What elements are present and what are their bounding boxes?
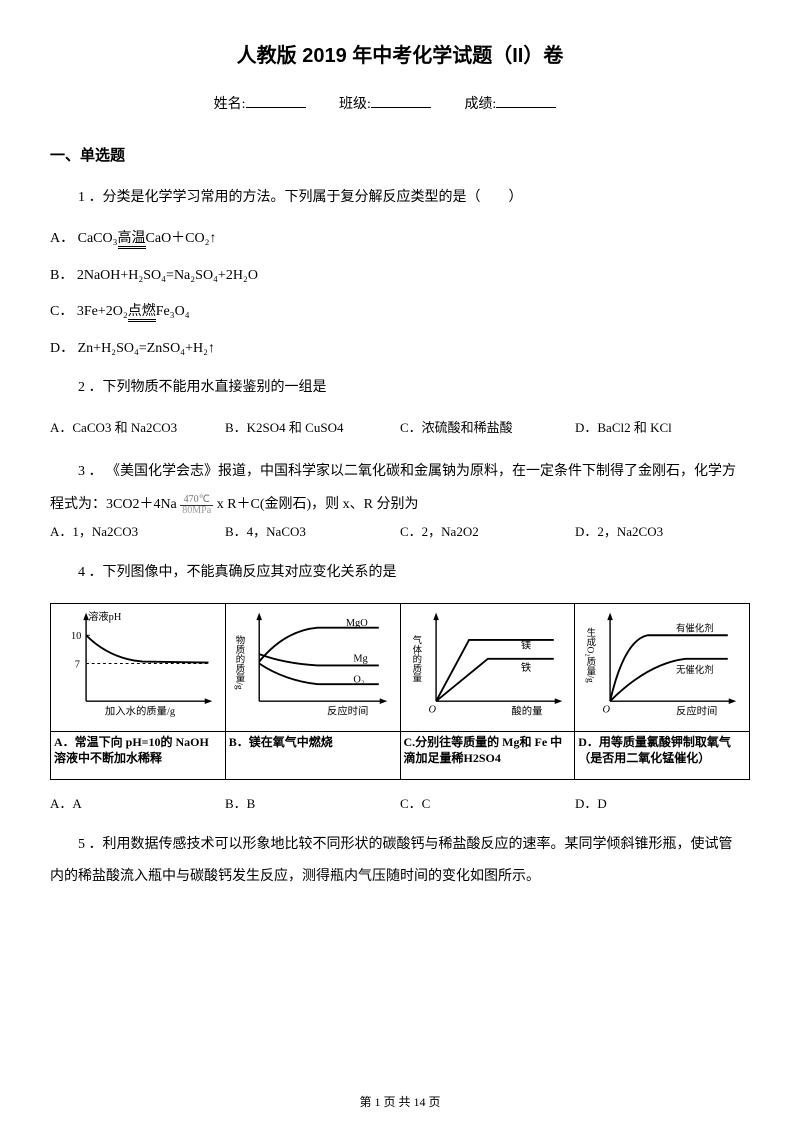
- score-label: 成绩:: [464, 97, 496, 112]
- q1-option-d: D． Zn+H₂SO₄=ZnSO₄+H₂↑: [50, 338, 750, 360]
- svg-text:溶液pH: 溶液pH: [88, 610, 122, 623]
- formula-text: CaO＋CO₂↑: [146, 231, 217, 246]
- formula-text: 2NaOH+H₂SO₄=Na₂SO₄+2H₂O: [77, 268, 258, 283]
- chart-b-caption: B．镁在氧气中燃烧: [225, 732, 400, 780]
- svg-text:7: 7: [75, 659, 80, 670]
- q4-option-c: C．C: [400, 794, 575, 815]
- q2-option-b: B．K2SO4 和 CuSO4: [225, 418, 400, 439]
- option-prefix: A．: [50, 231, 74, 246]
- student-info-line: 姓名: 班级: 成绩:: [50, 94, 750, 116]
- svg-text:物质的质量/g: 物质的质量/g: [233, 634, 245, 689]
- q4-option-d: D．D: [575, 794, 750, 815]
- q4-option-a: A．A: [50, 794, 225, 815]
- q4-option-b: B．B: [225, 794, 400, 815]
- q2-option-c: C．浓硫酸和稀盐酸: [400, 418, 575, 439]
- q2-options: A．CaCO3 和 Na2CO3 B．K2SO4 和 CuSO4 C．浓硫酸和稀…: [50, 418, 750, 439]
- reaction-condition: 点燃: [128, 304, 156, 322]
- q3-line2: 程式为：3CO2＋4Na 470℃80MPa x R＋C(金刚石)，则 x、R …: [50, 488, 750, 522]
- svg-text:无催化剂: 无催化剂: [676, 664, 714, 676]
- svg-text:O₂: O₂: [353, 674, 364, 685]
- q3-option-d: D．2，Na2CO3: [575, 522, 750, 543]
- chart-a-caption: A．常温下向 pH=10的 NaOH 溶液中不断加水稀释: [51, 732, 226, 780]
- formula-text: Zn+H₂SO₄=ZnSO₄+H₂↑: [78, 341, 215, 356]
- svg-text:酸的量: 酸的量: [511, 704, 542, 717]
- q1-option-c: C． 3Fe+2O₂点燃Fe₃O₄: [50, 301, 750, 323]
- option-prefix: C．: [50, 304, 73, 319]
- svg-text:10: 10: [71, 631, 81, 642]
- q1-option-a: A． CaCO₃高温CaO＋CO₂↑: [50, 228, 750, 250]
- chart-b: 物质的质量/g MgO Mg O₂ 反应时间: [225, 603, 400, 731]
- section-header: 一、单选题: [50, 144, 750, 168]
- q4-chart-table: 溶液pH 10 7 加入水的质量/g 物质的质量/g MgO Mg: [50, 603, 750, 780]
- q1-option-b: B． 2NaOH+H₂SO₄=Na₂SO₄+2H₂O: [50, 265, 750, 287]
- option-prefix: D．: [50, 341, 74, 356]
- q2-stem: 2 ．下列物质不能用水直接鉴别的一组是: [50, 374, 750, 402]
- page-title: 人教版 2019 年中考化学试题（II）卷: [50, 40, 750, 72]
- class-blank[interactable]: [371, 107, 431, 108]
- class-label: 班级:: [339, 97, 371, 112]
- page-footer: 第 1 页 共 14 页: [0, 1093, 800, 1112]
- q4-options: A．A B．B C．C D．D: [50, 794, 750, 815]
- q2-option-d: D．BaCl2 和 KCl: [575, 418, 750, 439]
- svg-text:反应时间: 反应时间: [676, 704, 717, 717]
- q3-option-c: C．2，Na2O2: [400, 522, 575, 543]
- svg-text:镁: 镁: [520, 638, 530, 651]
- q3-line1: 3 ． 《美国化学会志》报道，中国科学家以二氧化碳和金属钠为原料，在一定条件下制…: [50, 455, 750, 489]
- q2-option-a: A．CaCO3 和 Na2CO3: [50, 418, 225, 439]
- chart-c: 气体的质量 镁 铁 O 酸的量: [400, 603, 575, 731]
- q3-line2b: x R＋C(金刚石)，则 x、R 分别为: [213, 497, 418, 512]
- q3-option-b: B．4，NaCO3: [225, 522, 400, 543]
- q3-options: A．1，Na2CO3 B．4，NaCO3 C．2，Na2O2 D．2，Na2CO…: [50, 522, 750, 543]
- svg-text:气体的质量: 气体的质量: [410, 634, 422, 682]
- q3-option-a: A．1，Na2CO3: [50, 522, 225, 543]
- chart-c-caption: C.分别往等质量的 Mg和 Fe 中滴加足量稀H2SO4: [400, 732, 575, 780]
- reaction-arrow-icon: 470℃80MPa: [180, 495, 213, 516]
- chart-d: 生成O₂质量/g 有催化剂 无催化剂 O 反应时间: [575, 603, 750, 731]
- svg-text:反应时间: 反应时间: [327, 704, 368, 717]
- svg-text:生成O₂质量/g: 生成O₂质量/g: [585, 627, 597, 683]
- q1-stem: 1 ．分类是化学学习常用的方法。下列属于复分解反应类型的是（ ）: [50, 184, 750, 212]
- q5-line1: 5 ．利用数据传感技术可以形象地比较不同形状的碳酸钙与稀盐酸反应的速率。某同学倾…: [50, 831, 750, 859]
- svg-text:铁: 铁: [520, 661, 530, 674]
- formula-text: 3Fe+2O₂: [77, 304, 128, 319]
- svg-text:有催化剂: 有催化剂: [676, 622, 714, 634]
- svg-text:加入水的质量/g: 加入水的质量/g: [105, 704, 175, 717]
- score-blank[interactable]: [496, 107, 556, 108]
- option-prefix: B．: [50, 268, 73, 283]
- formula-text: CaCO₃: [78, 231, 118, 246]
- svg-text:Mg: Mg: [353, 653, 367, 664]
- reaction-condition: 高温: [118, 231, 146, 249]
- q3-line2a: 程式为：3CO2＋4Na: [50, 497, 180, 512]
- chart-a: 溶液pH 10 7 加入水的质量/g: [51, 603, 226, 731]
- svg-text:MgO: MgO: [346, 618, 368, 629]
- svg-text:O: O: [428, 704, 436, 715]
- name-label: 姓名:: [214, 97, 246, 112]
- name-blank[interactable]: [246, 107, 306, 108]
- q4-stem: 4 ．下列图像中，不能真确反应其对应变化关系的是: [50, 559, 750, 587]
- svg-text:O: O: [603, 704, 611, 715]
- formula-text: Fe₃O₄: [156, 304, 190, 319]
- chart-d-caption: D．用等质量氯酸钾制取氧气（是否用二氧化锰催化）: [575, 732, 750, 780]
- q5-line2: 内的稀盐酸流入瓶中与碳酸钙发生反应，测得瓶内气压随时间的变化如图所示。: [50, 863, 750, 891]
